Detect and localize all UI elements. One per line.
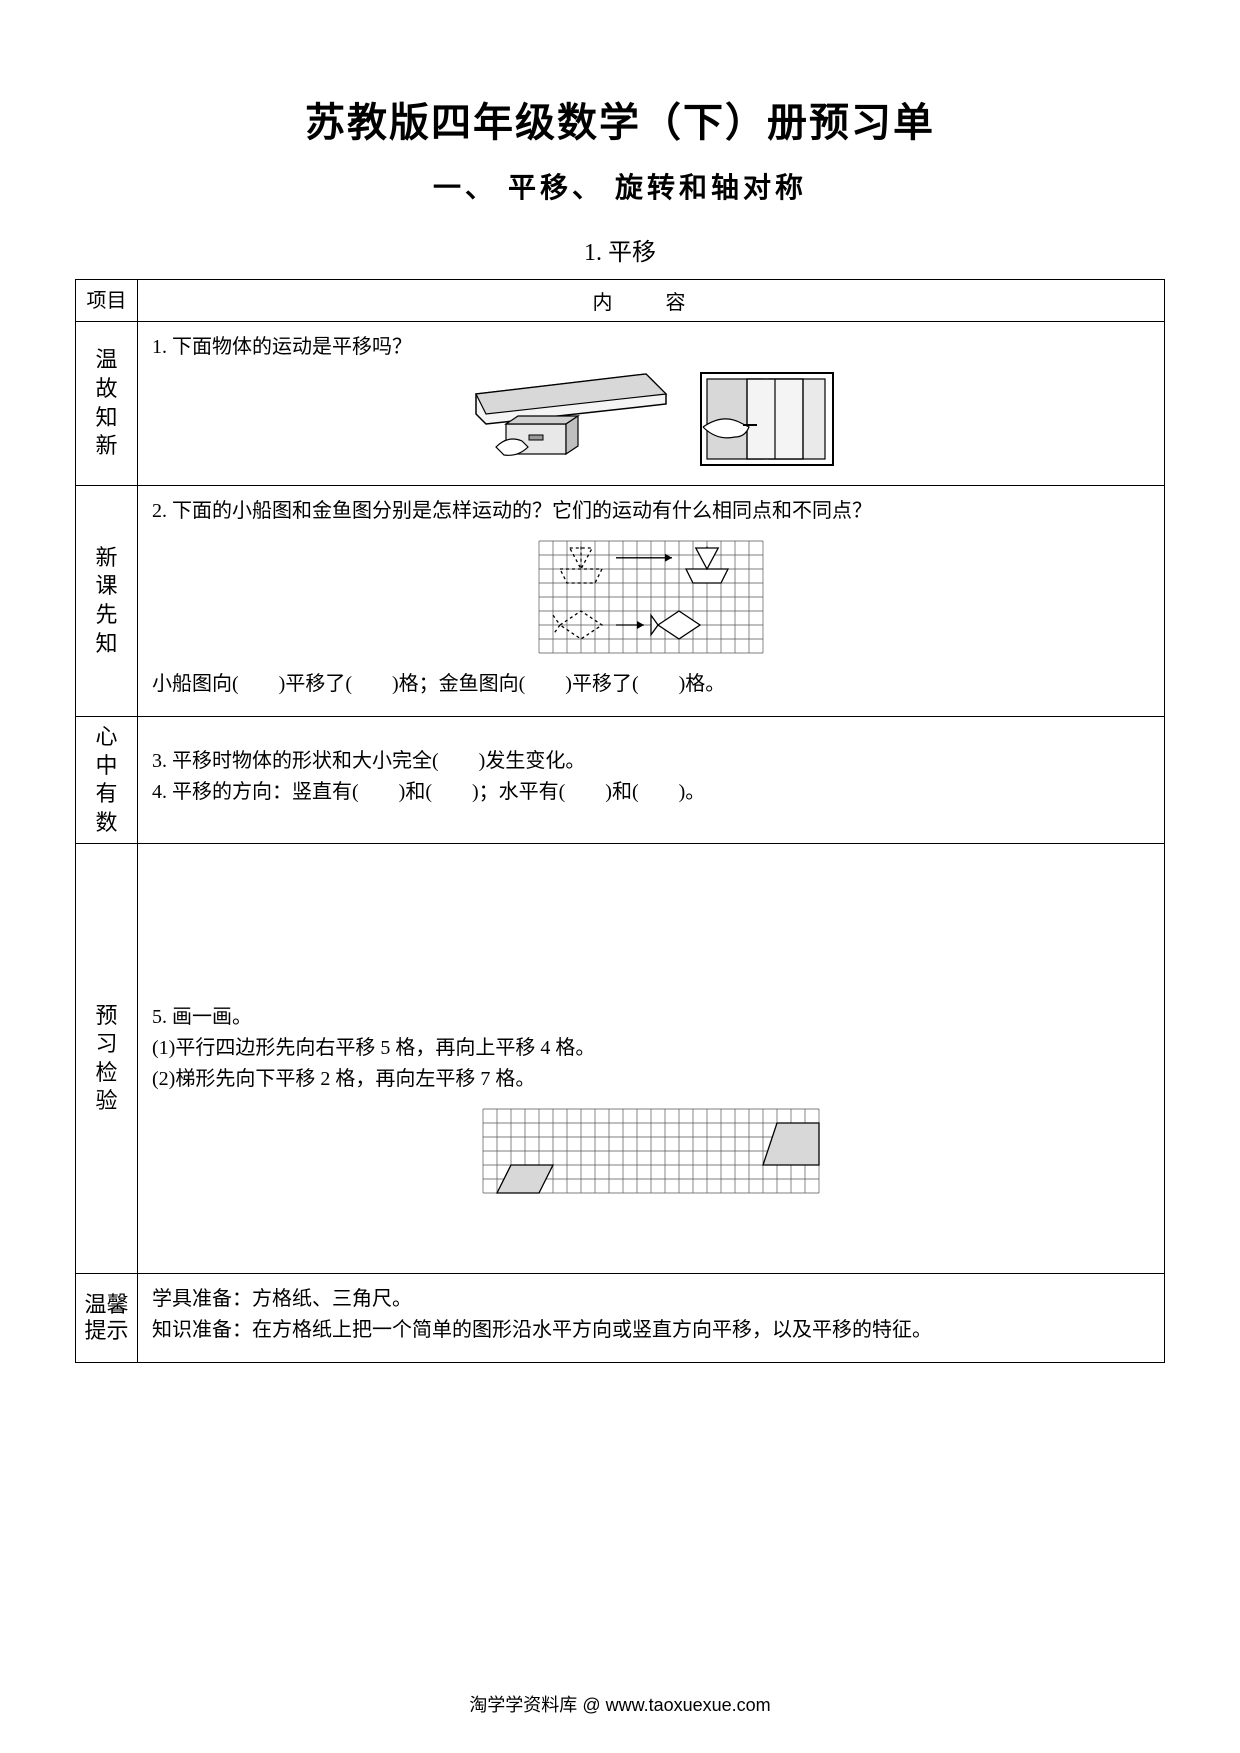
row-label-3: 心中有数 [76,717,138,844]
window-figure [697,369,837,469]
q4-text: 4. 平移的方向：竖直有( )和( )；水平有( )和( )。 [152,777,1150,808]
page-footer: 淘学学资料库 @ www.taoxuexue.com [0,1691,1240,1717]
row-content-4: 5. 画一画。 (1)平行四边形先向右平移 5 格，再向上平移 4 格。 (2)… [138,844,1165,1274]
table-header-left: 项目 [76,280,138,322]
worksheet-table: 项目 内 容 温故知新 1. 下面物体的运动是平移吗？ [75,279,1165,1363]
draw-grid [477,1103,825,1199]
row-content-2: 2. 下面的小船图和金鱼图分别是怎样运动的？它们的运动有什么相同点和不同点？ 小… [138,486,1165,717]
q3-text: 3. 平移时物体的形状和大小完全( )发生变化。 [152,746,1150,777]
q2-fill: 小船图向( )平移了( )格；金鱼图向( )平移了( )格。 [152,669,1150,700]
row-content-3: 3. 平移时物体的形状和大小完全( )发生变化。 4. 平移的方向：竖直有( )… [138,717,1165,844]
q5-text: 5. 画一画。 [152,1002,1150,1033]
row-content-1: 1. 下面物体的运动是平移吗？ [138,322,1165,486]
row-label-4: 预习检验 [76,844,138,1274]
table-header-right: 内 容 [138,280,1165,322]
tip-line2: 知识准备：在方格纸上把一个简单的图形沿水平方向或竖直方向平移，以及平移的特征。 [152,1315,1150,1346]
tip-line1: 学具准备：方格纸、三角尺。 [152,1284,1150,1315]
row-label-1: 温故知新 [76,322,138,486]
row-label-2: 新课先知 [76,486,138,717]
q5-sub1: (1)平行四边形先向右平移 5 格，再向上平移 4 格。 [152,1033,1150,1064]
page-title: 苏教版四年级数学（下）册预习单 [75,90,1165,148]
chapter-title: 一、 平移、 旋转和轴对称 [75,166,1165,206]
q1-text: 1. 下面物体的运动是平移吗？ [152,332,1150,363]
drawer-figure [466,369,676,469]
row-label-5: 温馨提示 [76,1274,138,1363]
section-title: 1. 平移 [75,232,1165,267]
q5-sub2: (2)梯形先向下平移 2 格，再向左平移 7 格。 [152,1064,1150,1095]
boat-fish-grid [533,535,769,659]
row-content-5: 学具准备：方格纸、三角尺。 知识准备：在方格纸上把一个简单的图形沿水平方向或竖直… [138,1274,1165,1363]
q2-text: 2. 下面的小船图和金鱼图分别是怎样运动的？它们的运动有什么相同点和不同点？ [152,496,1150,527]
